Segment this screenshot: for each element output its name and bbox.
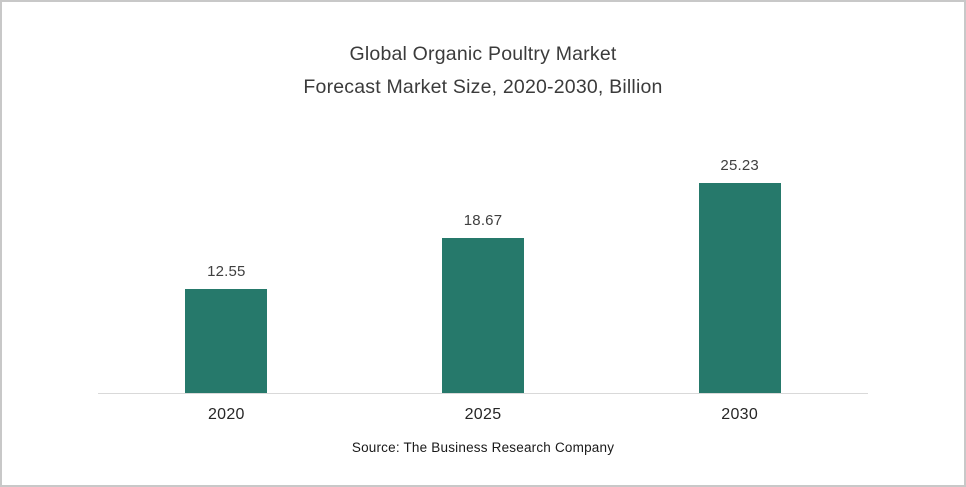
source-caption: Source: The Business Research Company [351, 440, 615, 456]
bar-value-label: 12.55 [207, 263, 246, 281]
chart-title-line-1: Global Organic Poultry Market [349, 43, 617, 65]
x-axis-tick-label: 2025 [464, 406, 502, 424]
x-axis-tick-label: 2030 [721, 406, 759, 424]
bar-series: 12.55 18.67 25.23 [98, 132, 868, 395]
bar [698, 183, 781, 394]
bar [442, 238, 524, 394]
bar-column: 18.67 [355, 132, 612, 394]
bar-column: 25.23 [611, 132, 868, 394]
plot-area: 12.55 18.67 25.23 2020 2025 2030 [98, 132, 868, 424]
bar [185, 289, 268, 394]
bar-value-label: 25.23 [720, 157, 759, 175]
chart-title-line-2: Forecast Market Size, 2020-2030, Billion [303, 76, 663, 99]
bar-value-label: 18.67 [463, 212, 503, 230]
x-axis-tick-label: 2020 [207, 406, 245, 424]
bar-column: 12.55 [98, 132, 355, 394]
x-axis-labels: 2020 2025 2030 [98, 394, 868, 424]
chart-title: Global Organic Poultry Market Forecast M… [2, 38, 964, 104]
